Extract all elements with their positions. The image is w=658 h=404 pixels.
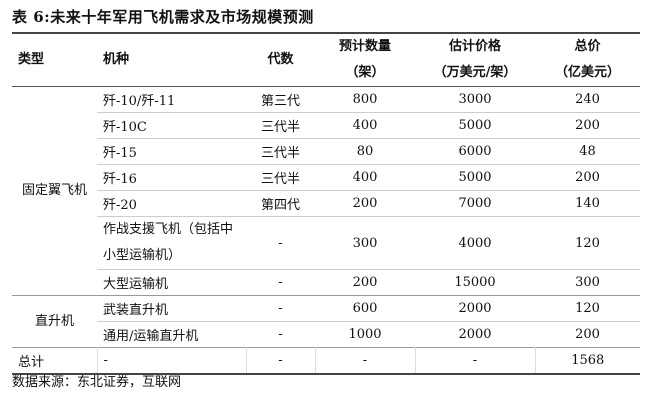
- price-cell: 4000: [415, 216, 535, 270]
- type-cell: 固定翼飞机: [21, 183, 87, 198]
- type-cell: 总计: [12, 347, 98, 374]
- gen-cell: 三代半: [246, 164, 315, 191]
- price-cell: 2000: [415, 295, 535, 322]
- price-cell: -: [415, 347, 536, 374]
- column-header: 机种: [97, 33, 246, 87]
- header-line: 估计价格: [448, 39, 501, 54]
- gen-cell: -: [246, 295, 315, 322]
- table-row: 歼-15 三代半 80 6000 48: [12, 138, 640, 165]
- header-unit: （亿美元）: [554, 65, 620, 80]
- table-row: 歼-16 三代半 400 5000 200: [12, 164, 640, 191]
- table-row: 大型运输机 -200 15000 300: [12, 269, 640, 296]
- total-cell: 120: [535, 216, 640, 270]
- gen-cell: 三代半: [246, 112, 315, 139]
- total-cell: 140: [535, 190, 640, 217]
- gen-cell: -: [246, 321, 315, 348]
- total-cell: 300: [535, 269, 640, 296]
- gen-cell: -: [246, 269, 315, 296]
- qty-cell: 300: [315, 216, 415, 270]
- qty-cell: 600: [315, 295, 415, 322]
- qty-cell: 200: [315, 190, 415, 217]
- total-cell: 120: [535, 295, 640, 322]
- model-cell: -: [97, 347, 247, 374]
- model-cell: 通用/运输直升机: [97, 321, 246, 348]
- column-header: 类型: [12, 33, 97, 87]
- table-row: 直升机 武装直升机 -600 2000 120: [12, 295, 640, 348]
- qty-cell: -: [315, 347, 416, 374]
- gen-cell: 第三代: [246, 86, 315, 113]
- total-cell: 200: [535, 164, 640, 191]
- price-cell: 3000: [415, 86, 535, 113]
- total-cell: 48: [535, 138, 640, 165]
- price-cell: 2000: [415, 321, 535, 348]
- gen-cell: 三代半: [246, 138, 315, 165]
- header-line: 代数: [267, 52, 294, 67]
- table-title: 表 6:未来十年军用飞机需求及市场规模预测: [12, 8, 314, 26]
- total-cell: 200: [535, 112, 640, 139]
- gen-cell: -: [246, 216, 315, 270]
- header-unit: （架）: [345, 65, 385, 80]
- table-row: 作战支援飞机（包括中小型运输机） -300 4000 120: [12, 216, 640, 270]
- model-cell: 作战支援飞机（包括中小型运输机）: [97, 216, 246, 270]
- model-cell: 歼-10/歼-11: [97, 86, 246, 113]
- gen-cell: -: [246, 347, 316, 374]
- price-cell: 15000: [415, 269, 535, 296]
- total-cell: 240: [535, 86, 640, 113]
- qty-cell: 80: [315, 138, 415, 165]
- qty-cell: 200: [315, 269, 415, 296]
- source-note: 数据来源：东北证券，互联网: [12, 375, 182, 390]
- column-header: 代数: [246, 33, 315, 87]
- table-row: 歼-10C 三代半 400 5000 200: [12, 112, 640, 139]
- qty-cell: 400: [315, 112, 415, 139]
- header-unit: （万美元/架）: [433, 65, 517, 80]
- price-cell: 7000: [415, 190, 535, 217]
- model-cell: 武装直升机: [97, 295, 246, 322]
- table-row: 固定翼飞机 歼-10/歼-11 第三代 800 3000 240: [12, 86, 640, 198]
- column-header: 估计价格 （万美元/架）: [415, 33, 535, 87]
- model-cell: 歼-16: [97, 164, 246, 191]
- qty-cell: 800: [315, 86, 415, 113]
- column-header: 总价 （亿美元）: [535, 33, 640, 87]
- table-row: 通用/运输直升机 -1000 2000 200: [12, 321, 640, 348]
- price-cell: 5000: [415, 164, 535, 191]
- model-cell: 歼-15: [97, 138, 246, 165]
- header-line: 类型: [18, 52, 45, 67]
- model-cell: 歼-20: [97, 190, 246, 217]
- total-cell: 1568: [535, 347, 640, 374]
- type-cell: 直升机: [12, 295, 97, 348]
- column-header: 预计数量 （架）: [315, 33, 415, 87]
- model-cell: 歼-10C: [97, 112, 246, 139]
- total-cell: 200: [535, 321, 640, 348]
- price-cell: 5000: [415, 112, 535, 139]
- aircraft-demand-table: 类型 机种 代数 预计数量 （架） 估计价格 （万美元/架） 总价 （亿美元） 固定翼飞机 歼-1…: [12, 32, 640, 375]
- header-line: 预计数量: [338, 39, 391, 54]
- qty-cell: 400: [315, 164, 415, 191]
- model-cell: 大型运输机: [97, 269, 246, 296]
- price-cell: 6000: [415, 138, 535, 165]
- total-row: 总计 - - - -1568: [12, 347, 640, 374]
- header-line: 机种: [103, 52, 130, 67]
- header-line: 总价: [574, 39, 601, 54]
- qty-cell: 1000: [315, 321, 415, 348]
- table-row: 歼-20 第四代 200 7000 140: [12, 190, 640, 217]
- gen-cell: 第四代: [246, 190, 315, 217]
